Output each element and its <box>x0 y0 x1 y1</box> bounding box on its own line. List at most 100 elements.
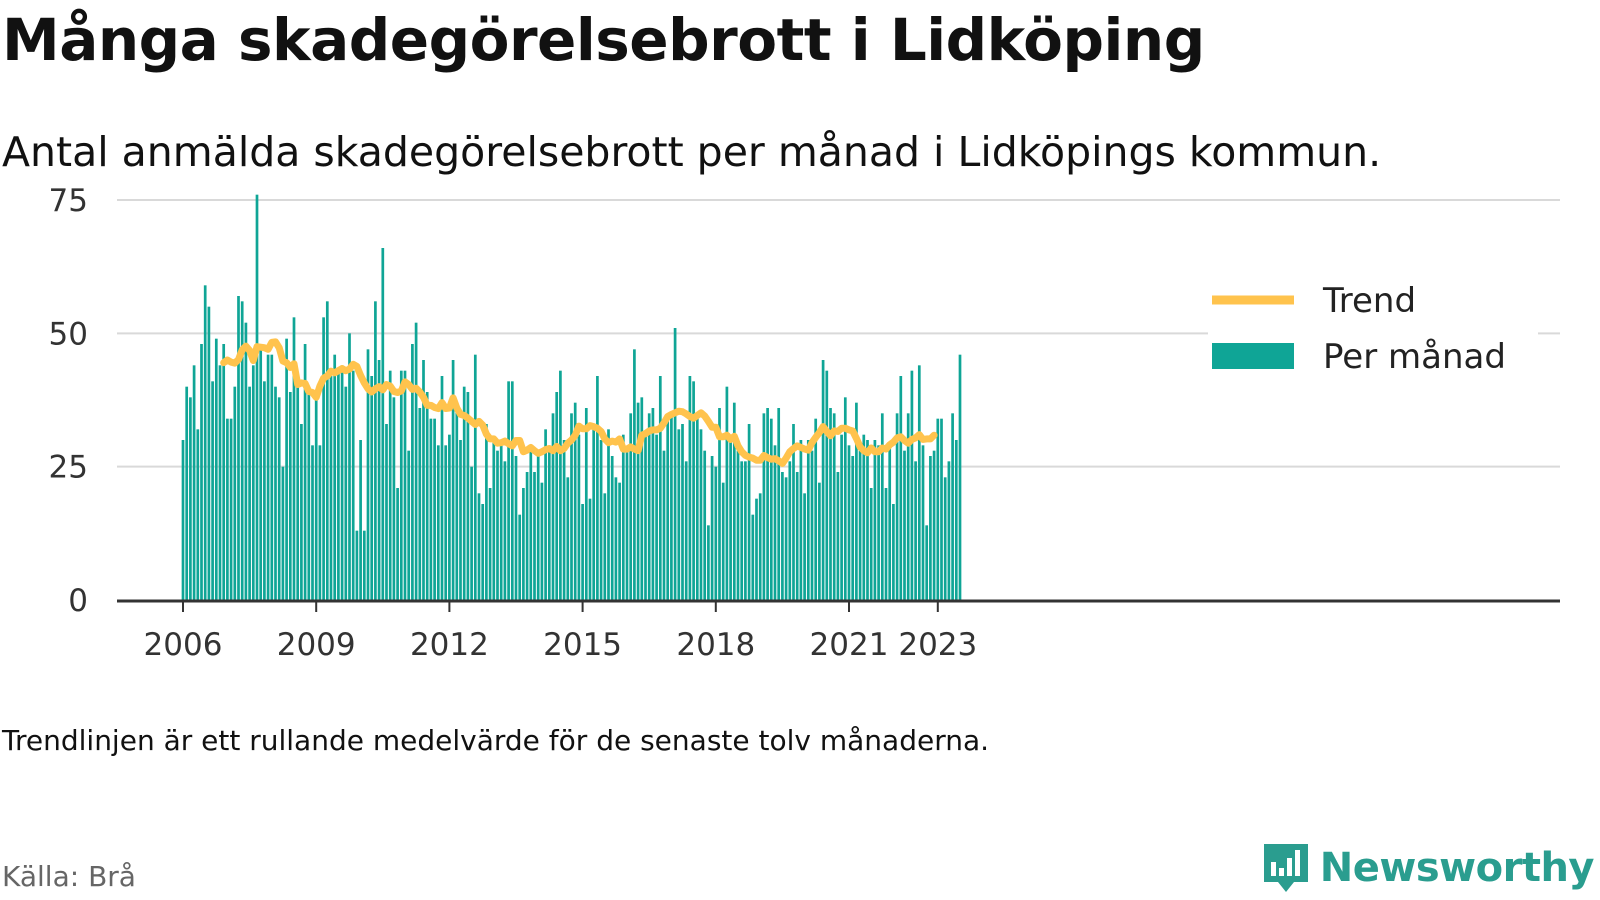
bar <box>795 472 799 600</box>
bar <box>947 461 951 600</box>
y-tick-label-0: 0 <box>68 583 88 619</box>
bar <box>329 376 333 600</box>
legend-bar-label: Per månad <box>1323 337 1506 377</box>
bar <box>244 322 248 600</box>
bar <box>200 344 203 600</box>
bar <box>951 413 954 600</box>
bar <box>869 488 873 600</box>
bar <box>562 440 566 600</box>
bar-series-per-manad <box>181 194 962 601</box>
bar <box>381 248 385 600</box>
bar <box>451 360 455 600</box>
bar <box>570 413 573 600</box>
bar <box>799 440 803 600</box>
bar <box>374 301 377 600</box>
bar <box>233 386 237 600</box>
legend-bar-swatch <box>1212 343 1294 369</box>
bar <box>525 472 529 600</box>
bar <box>536 456 540 600</box>
bar <box>418 408 422 600</box>
legend-background <box>1208 288 1538 388</box>
bar <box>274 386 277 600</box>
bar <box>263 381 266 600</box>
bar <box>929 456 932 600</box>
bar <box>218 365 222 600</box>
bar <box>618 482 621 600</box>
chart-subtitle: Antal anmälda skadegörelsebrott per måna… <box>2 128 1382 176</box>
bar <box>840 434 843 600</box>
bar <box>277 397 281 600</box>
bar <box>681 424 684 600</box>
bar <box>559 370 562 600</box>
bar <box>821 360 825 600</box>
bar <box>229 418 233 600</box>
bar <box>662 450 666 600</box>
bar <box>862 434 866 600</box>
bar <box>270 354 274 600</box>
y-tick-label-25: 25 <box>49 450 88 486</box>
bar <box>422 360 425 600</box>
bar <box>707 525 710 600</box>
legend-trend-label: Trend <box>1322 281 1416 321</box>
bar <box>285 338 288 600</box>
bar <box>699 429 703 600</box>
bar <box>818 482 821 600</box>
bar <box>547 450 551 600</box>
bar <box>858 450 862 600</box>
bar <box>677 429 681 600</box>
bar <box>843 397 847 600</box>
bar <box>673 328 677 600</box>
x-tick-label-2009: 2009 <box>277 627 356 663</box>
bar <box>473 354 477 600</box>
bar <box>910 370 914 600</box>
bar <box>399 370 403 600</box>
bar <box>810 450 814 600</box>
y-tick-label-75: 75 <box>49 183 88 219</box>
trend-line <box>220 338 938 467</box>
bar <box>695 413 699 600</box>
bar <box>718 408 721 600</box>
bar <box>803 493 806 600</box>
bar <box>936 418 940 600</box>
bar <box>651 408 655 600</box>
bar <box>411 344 414 600</box>
bar <box>459 440 462 600</box>
bar <box>429 418 433 600</box>
bar <box>359 440 362 600</box>
y-tick-label-50: 50 <box>49 316 88 352</box>
bar <box>758 493 762 600</box>
bar <box>259 349 263 600</box>
bar <box>633 349 636 600</box>
source-note: Källa: Brå <box>2 860 136 893</box>
trend-line-series <box>220 338 938 467</box>
bar <box>751 514 755 600</box>
bar <box>414 322 418 600</box>
bar <box>351 370 355 600</box>
x-axis-labels: 2006 2009 2012 2015 2018 2021 2023 <box>144 627 978 663</box>
bar <box>914 461 917 600</box>
brand-name: Newsworthy <box>1319 845 1595 891</box>
bar <box>621 434 625 600</box>
bar <box>851 456 855 600</box>
bar <box>666 418 670 600</box>
x-tick-label-2015: 2015 <box>543 627 622 663</box>
bar <box>189 397 192 600</box>
bar <box>366 349 370 600</box>
brand-logo[interactable]: Newsworthy <box>1262 840 1595 896</box>
bar <box>762 413 766 600</box>
bar <box>710 456 714 600</box>
bar <box>300 424 303 600</box>
bar <box>266 354 270 600</box>
bar <box>755 498 758 600</box>
bar <box>806 440 810 600</box>
bar <box>196 429 200 600</box>
bar <box>740 461 744 600</box>
bar <box>958 354 962 600</box>
bar <box>462 386 466 600</box>
bar <box>436 445 440 600</box>
bar <box>433 418 436 600</box>
bar <box>829 408 832 600</box>
bar <box>903 450 906 600</box>
bar <box>396 488 399 600</box>
newsworthy-logo-icon <box>1263 844 1308 892</box>
